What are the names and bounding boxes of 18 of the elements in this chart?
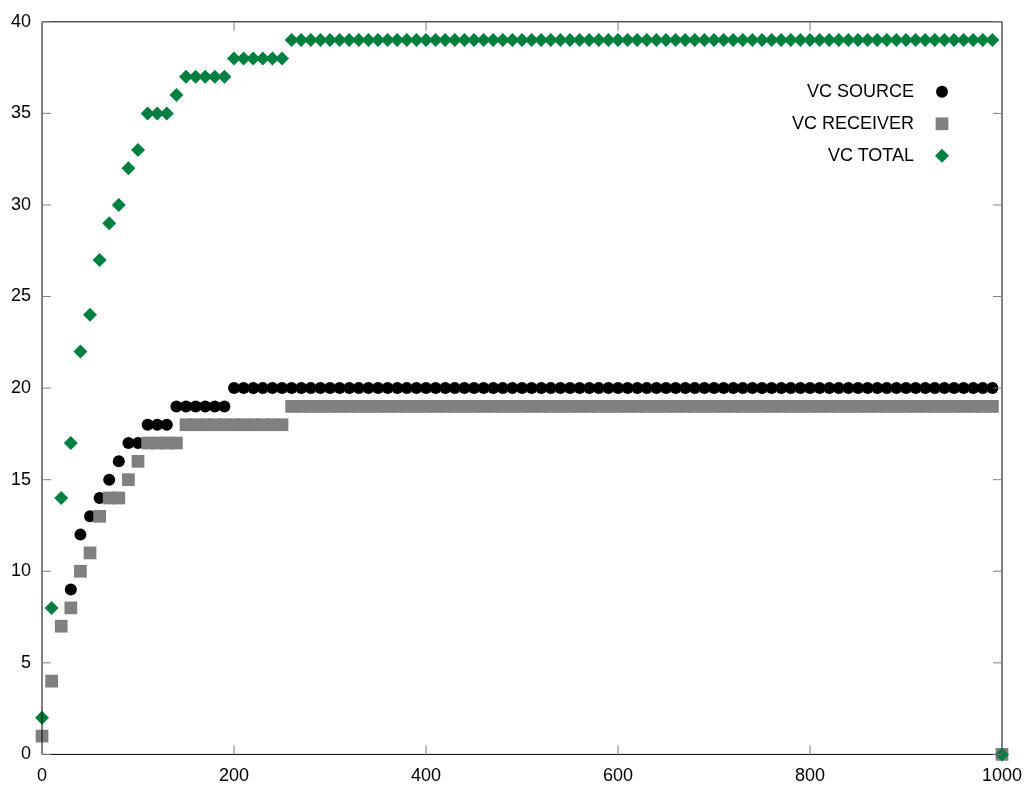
y-tick-label: 10 xyxy=(10,560,32,581)
legend-label: VC TOTAL xyxy=(827,144,914,165)
y-tick-label: 0 xyxy=(21,743,32,764)
x-tick-label: 1000 xyxy=(981,765,1023,786)
x-tick-label: 400 xyxy=(410,765,442,786)
legend-label: VC SOURCE xyxy=(806,80,914,101)
y-tick-label: 20 xyxy=(10,377,32,398)
x-tick-label: 0 xyxy=(37,765,48,786)
x-tick-label: 600 xyxy=(602,765,634,786)
y-tick-label: 5 xyxy=(21,651,32,672)
y-tick-label: 15 xyxy=(10,468,32,489)
legend-label: VC RECEIVER xyxy=(791,112,914,133)
x-tick-label: 200 xyxy=(218,765,250,786)
y-tick-label: 40 xyxy=(10,10,32,31)
y-tick-label: 25 xyxy=(10,285,32,306)
x-tick-label: 800 xyxy=(794,765,826,786)
y-tick-label: 30 xyxy=(10,193,32,214)
y-tick-label: 35 xyxy=(10,102,32,123)
